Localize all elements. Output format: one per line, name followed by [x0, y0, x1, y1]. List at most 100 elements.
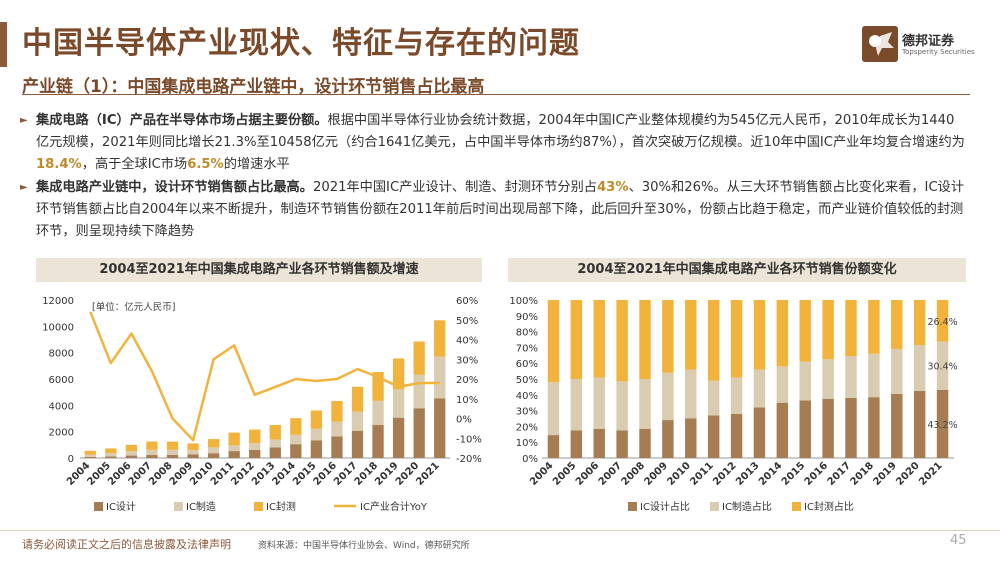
- bar-segment: [84, 454, 96, 457]
- legend-swatch: [174, 502, 183, 511]
- bar-segment: [799, 400, 811, 458]
- bar-segment: [125, 451, 138, 456]
- bullet-lead: 集成电路产业链中，设计环节销售额占比最高。: [36, 180, 313, 195]
- bar-segment: [570, 430, 583, 458]
- bar-segment: [351, 386, 364, 412]
- bar-segment: [413, 341, 425, 375]
- bar-segment: [392, 389, 405, 418]
- x-tick-label: 2018: [849, 460, 876, 487]
- x-tick-label: 2013: [734, 460, 761, 487]
- legend-label: IC设计: [106, 500, 136, 513]
- bar-segment: [845, 356, 857, 398]
- bar-segment: [249, 449, 261, 458]
- footer-divider: [0, 530, 1000, 531]
- bar-segment: [707, 380, 720, 416]
- bar-segment: [331, 400, 343, 422]
- highlight-value: 18.4%: [36, 157, 82, 172]
- bar-segment: [913, 345, 926, 391]
- x-tick-label: 2020: [894, 460, 921, 487]
- bar-segment: [84, 450, 96, 455]
- bar-segment: [105, 448, 117, 454]
- bar-segment: [822, 300, 834, 360]
- data-label: 43.2%: [927, 420, 957, 431]
- y2-tick-label: 30%: [456, 355, 478, 366]
- bar-segment: [639, 300, 651, 379]
- bar-segment: [685, 369, 697, 419]
- y-tick-label: 70%: [516, 343, 538, 354]
- bar-segment: [936, 300, 949, 342]
- bar-segment: [845, 300, 857, 357]
- bar-segment: [125, 455, 138, 458]
- y2-tick-label: 50%: [456, 316, 478, 327]
- bar-segment: [547, 300, 560, 383]
- bullet-lead: 集成电路（IC）产品在半导体市场占据主要份额。: [36, 113, 328, 128]
- y-tick-label: 90%: [516, 312, 538, 323]
- bar-segment: [868, 353, 880, 398]
- y2-tick-label: 10%: [456, 395, 478, 406]
- bar-segment: [351, 430, 364, 458]
- unit-note: [单位：亿元人民币]: [92, 301, 175, 313]
- bar-segment: [166, 441, 179, 450]
- bar-segment: [593, 428, 605, 458]
- bar-segment: [936, 341, 949, 390]
- bar-segment: [776, 300, 789, 367]
- bar-segment: [685, 300, 697, 370]
- bar-segment: [207, 439, 220, 448]
- legend-label: IC封测占比: [804, 500, 854, 513]
- logo-mark-icon: [862, 26, 898, 62]
- chart-2: 0%10%20%30%40%50%60%70%80%90%100%2004200…: [509, 296, 957, 513]
- bullet-text: 根据中国半导体行业协会统计数据，2004年中国IC产业整体规模约为545亿元人民…: [36, 113, 965, 150]
- bar-segment: [639, 379, 651, 429]
- logo-name: 德邦证券: [902, 34, 955, 49]
- y-tick-label: 0: [68, 454, 74, 465]
- y-tick-label: 10000: [42, 322, 74, 333]
- legend-label: IC设计占比: [640, 500, 690, 513]
- bar-segment: [166, 454, 179, 458]
- bar-segment: [392, 417, 405, 458]
- page-title: 中国半导体产业现状、特征与存在的问题: [22, 26, 580, 61]
- bar-segment: [936, 389, 949, 458]
- bar-segment: [845, 397, 857, 458]
- x-tick-label: 2014: [757, 460, 784, 487]
- bar-segment: [913, 300, 926, 346]
- bar-segment: [269, 439, 281, 448]
- data-label: 30.4%: [927, 362, 957, 373]
- bar-segment: [249, 429, 261, 444]
- bar-segment: [707, 415, 720, 458]
- bar-segment: [166, 449, 179, 455]
- disclaimer-link[interactable]: 请务必阅读正文之后的信息披露及法律声明: [22, 538, 231, 551]
- bar-segment: [707, 300, 720, 381]
- bar-segment: [616, 430, 628, 458]
- bar-segment: [207, 453, 220, 458]
- bar-segment: [730, 413, 743, 458]
- yoy-line: [89, 311, 440, 442]
- bullet-paragraph-1: ► 集成电路（IC）产品在半导体市场占据主要份额。根据中国半导体行业协会统计数据…: [20, 110, 966, 176]
- y2-tick-label: 20%: [456, 375, 478, 386]
- legend-label: IC制造占比: [722, 500, 772, 513]
- y-tick-label: 20%: [516, 422, 538, 433]
- y-tick-label: 100%: [509, 296, 538, 307]
- bar-segment: [776, 366, 789, 403]
- bar-segment: [269, 424, 281, 440]
- bar-segment: [249, 443, 261, 450]
- bullet-text: 的增速水平: [223, 157, 290, 172]
- y-tick-label: 60%: [516, 359, 538, 370]
- bar-segment: [434, 398, 446, 458]
- y-tick-label: 50%: [516, 375, 538, 386]
- x-tick-label: 2021: [917, 460, 944, 487]
- section-subtitle: 产业链（1）：中国集成电路产业链中，设计环节销售占比最高: [22, 77, 485, 97]
- bar-segment: [207, 447, 220, 454]
- x-tick-label: 2016: [803, 460, 830, 487]
- x-tick-label: 2011: [688, 460, 715, 487]
- y2-tick-label: 60%: [456, 296, 478, 307]
- bar-segment: [570, 379, 583, 431]
- bar-segment: [228, 445, 240, 452]
- y-tick-label: 0%: [522, 454, 538, 465]
- bar-segment: [913, 390, 926, 458]
- logo-tagline: Topsperity Securities: [902, 48, 975, 56]
- brand-logo: 德邦证券 Topsperity Securities: [862, 24, 982, 64]
- bar-segment: [662, 300, 674, 373]
- bar-segment: [662, 420, 674, 458]
- bar-segment: [413, 374, 425, 409]
- bar-segment: [84, 456, 96, 458]
